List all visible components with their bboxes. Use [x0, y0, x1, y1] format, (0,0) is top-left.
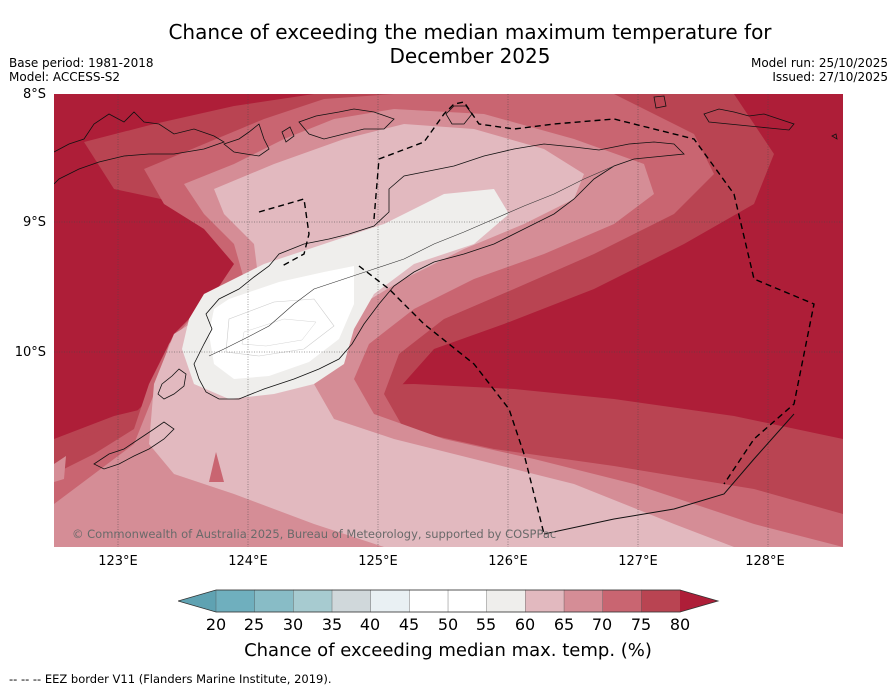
- colorbar-segment: [641, 589, 681, 613]
- meta-right: Model run: 25/10/2025 Issued: 27/10/2025: [751, 56, 888, 84]
- eez-legend-note: -- -- -- EEZ border V11 (Flanders Marine…: [9, 672, 332, 686]
- cb-tick: 25: [243, 615, 265, 634]
- island-alor: [298, 108, 395, 140]
- issued-date: Issued: 27/10/2025: [772, 70, 888, 84]
- contour-patch-2: [54, 456, 66, 482]
- base-period: Base period: 1981-2018: [9, 56, 154, 70]
- model-name: Model: ACCESS-S2: [9, 70, 121, 84]
- colorbar-segment: [254, 589, 295, 613]
- temperature-map: © Commonwealth of Australia 2025, Bureau…: [54, 94, 843, 547]
- colorbar-segment: [331, 589, 372, 613]
- title-line-2: December 2025: [389, 44, 551, 68]
- lon-label-128e: 128°E: [745, 554, 785, 569]
- lat-label-8s: 8°S: [22, 87, 46, 102]
- eez-border-solid: [543, 413, 795, 535]
- eez-border: [258, 101, 815, 535]
- lon-label-124e: 124°E: [228, 554, 268, 569]
- cb-tick: 20: [205, 615, 227, 634]
- contour-50-55: [209, 266, 354, 379]
- colorbar-segment: [447, 589, 488, 613]
- cb-tick: 50: [437, 615, 459, 634]
- lon-label-123e: 123°E: [98, 554, 138, 569]
- cb-tick: 75: [630, 615, 652, 634]
- colorbar-segments: [178, 589, 718, 613]
- colorbar-extend-low: [178, 590, 216, 612]
- colorbar-segment: [563, 589, 604, 613]
- island-small-1: [281, 126, 295, 143]
- lon-label-127e: 127°E: [618, 554, 658, 569]
- contour-patch: [209, 452, 224, 482]
- island-north-2: [223, 123, 270, 157]
- island-wetar: [703, 108, 795, 131]
- meta-left: Base period: 1981-2018 Model: ACCESS-S2: [9, 56, 154, 84]
- inner-contour-line: [225, 298, 335, 357]
- cb-tick: 70: [591, 615, 613, 634]
- colorbar-label: Chance of exceeding median max. temp. (%…: [244, 640, 652, 661]
- colorbar-outline: [178, 589, 720, 613]
- island-north-west: [54, 111, 225, 185]
- colorbar-segment: [486, 589, 527, 613]
- cb-tick: 80: [669, 615, 691, 634]
- colorbar: [178, 589, 720, 613]
- cb-tick: 40: [359, 615, 381, 634]
- model-run: Model run: 25/10/2025: [750, 56, 888, 70]
- lon-label-125e: 125°E: [358, 554, 398, 569]
- cb-tick: 45: [398, 615, 420, 634]
- contour-60-65: [149, 124, 734, 547]
- island-rote: [157, 368, 187, 400]
- map-copyright: © Commonwealth of Australia 2025, Bureau…: [72, 527, 556, 541]
- timor-coastline: [193, 141, 685, 400]
- cb-tick: 60: [514, 615, 536, 634]
- colorbar-segment: [602, 589, 643, 613]
- timor-inner-border: [208, 165, 615, 357]
- gridlines: [54, 94, 843, 547]
- colorbar-segment: [215, 589, 256, 613]
- cb-tick: 30: [282, 615, 304, 634]
- colorbar-segment: [409, 589, 449, 613]
- map-title: Chance of exceeding the median maximum t…: [0, 20, 896, 68]
- colorbar-segment: [525, 589, 565, 613]
- colorbar-extend-high: [680, 590, 718, 612]
- cb-tick: 55: [475, 615, 497, 634]
- inner-contour-line-2: [241, 318, 317, 347]
- island-small-3: [831, 133, 838, 140]
- title-line-1: Chance of exceeding the median maximum t…: [168, 20, 772, 44]
- lat-label-9s: 9°S: [22, 215, 46, 230]
- lon-label-126e: 126°E: [488, 554, 528, 569]
- island-atauro: [653, 95, 667, 109]
- colorbar-segment: [293, 589, 333, 613]
- cb-tick: 35: [321, 615, 343, 634]
- colorbar-segment: [370, 589, 411, 613]
- island-savu: [93, 421, 175, 470]
- cb-tick: 65: [553, 615, 575, 634]
- lat-label-10s: 10°S: [14, 345, 46, 360]
